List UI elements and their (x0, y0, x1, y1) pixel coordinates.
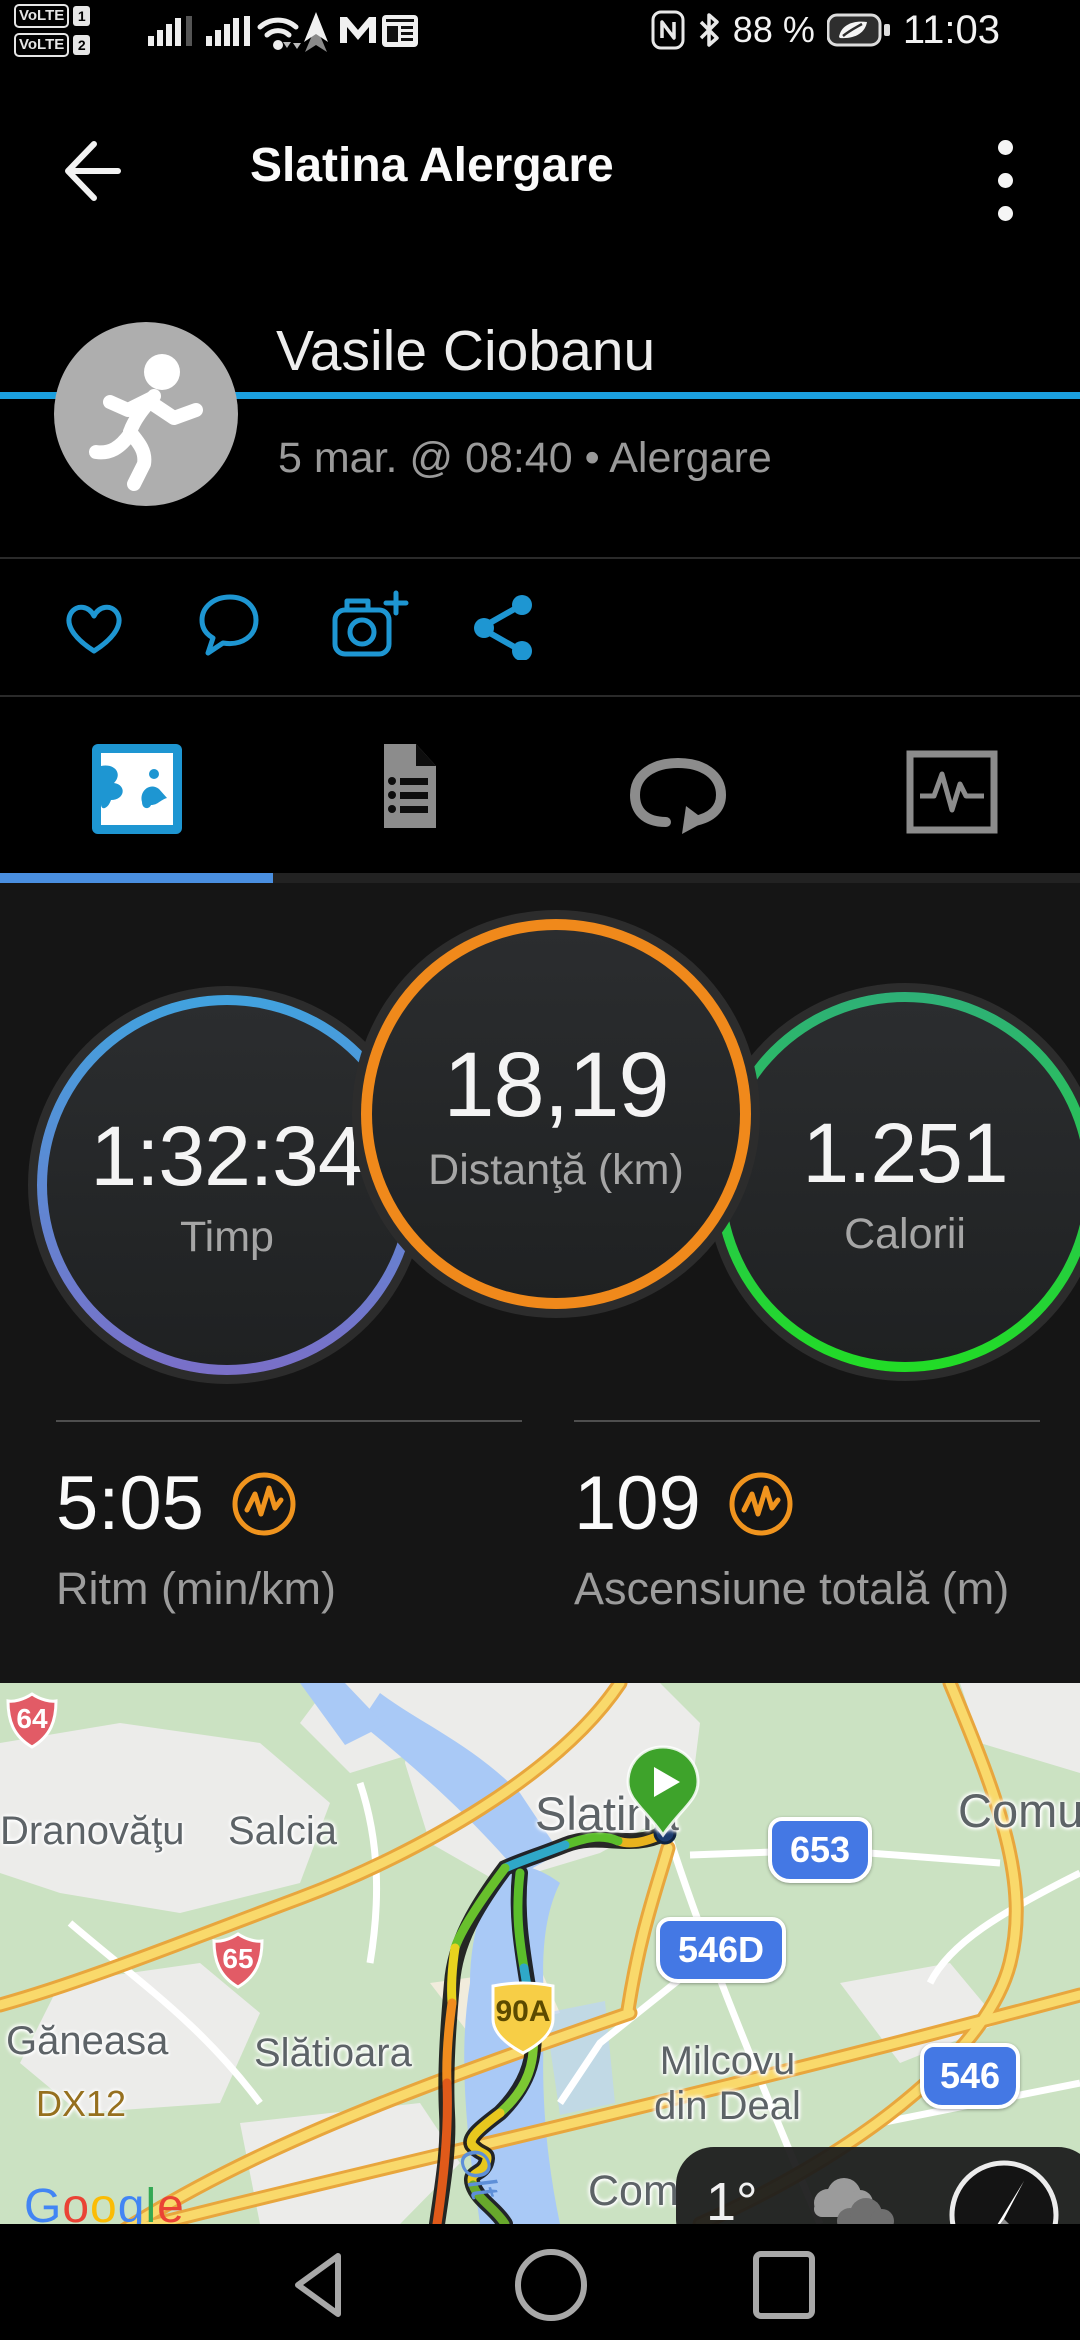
tab-laps-icon[interactable] (630, 750, 730, 836)
map-label-dranovatu: Dranovăţu (0, 1809, 185, 1853)
time-value: 1:32:34 (90, 1109, 364, 1203)
map-canvas (0, 1683, 1080, 2224)
ascent-value: 109 (574, 1461, 701, 1546)
calories-value: 1.251 (802, 1106, 1008, 1200)
road-badge-653: 653 (768, 1817, 872, 1883)
nfc-icon (651, 10, 685, 50)
map-label-com: Com (588, 2167, 679, 2215)
pace-metric: 5:05 Ritm (min/km) (56, 1420, 522, 1615)
pace-gauge-icon (232, 1472, 296, 1535)
tab-indicator-track (273, 873, 1080, 883)
map-label-milcovu: Milcovu din Deal (654, 2039, 801, 2128)
volte-label: VoLTE (14, 33, 70, 57)
weather-card[interactable]: 1° (676, 2147, 1080, 2224)
divider (0, 557, 1080, 559)
distance-value: 18,19 (443, 1034, 669, 1136)
tab-active-indicator (0, 873, 273, 883)
road-badge-65: 65 (212, 1932, 264, 1989)
route-heatline (432, 1828, 670, 2224)
pace-value: 5:05 (56, 1461, 204, 1546)
map-label-slatioara: Slătioara (254, 2031, 412, 2075)
like-heart-icon[interactable] (60, 596, 128, 658)
bluetooth-icon (699, 13, 719, 47)
gmail-icon (340, 17, 376, 43)
clouds-icon (814, 2178, 894, 2224)
volte-sim1-badge: VoLTE 1 (14, 4, 91, 28)
tab-map-icon[interactable] (92, 744, 182, 834)
battery-percent: 88 % (732, 9, 815, 50)
runner-icon (89, 354, 203, 491)
ascent-metric: 109 Ascensiune totală (m) (574, 1420, 1040, 1615)
location-arrow-icon (304, 12, 328, 52)
route-map[interactable]: Dranovăţu Salcia Slatina Comun Găneasa S… (0, 1683, 1080, 2224)
sim1-number: 1 (73, 6, 91, 26)
calories-label: Calorii (844, 1210, 966, 1258)
share-icon[interactable] (472, 594, 536, 660)
header-accent-divider (0, 392, 1080, 399)
map-label-comun: Comun (958, 1784, 1080, 1837)
time-circle: 1:32:34 Timp (37, 995, 417, 1375)
tab-details-icon[interactable] (364, 740, 454, 832)
time-label: Timp (180, 1213, 274, 1261)
divider (0, 695, 1080, 697)
volte-label: VoLTE (14, 4, 70, 28)
android-navigation-bar (0, 2224, 1080, 2340)
route-start-pin[interactable] (616, 1741, 710, 1841)
play-icon (654, 1767, 680, 1797)
tab-charts-icon[interactable] (906, 750, 998, 834)
ascent-label: Ascensiune totală (m) (574, 1563, 1010, 1614)
svg-text:90A: 90A (495, 1995, 550, 2028)
battery-power-saving-icon (826, 13, 890, 47)
signal-strength-icon-sim1 (148, 16, 192, 46)
nav-recents-button[interactable] (750, 2248, 820, 2324)
pace-label: Ritm (min/km) (56, 1563, 336, 1614)
comment-icon[interactable] (196, 592, 262, 658)
road-badge-546: 546 (920, 2043, 1020, 2109)
road-badge-546d: 546D (656, 1917, 786, 1983)
nav-home-button[interactable] (512, 2246, 590, 2324)
overflow-menu-button[interactable] (998, 140, 1014, 239)
wifi-icon (257, 17, 301, 50)
road-badge-64: 64 (6, 1692, 58, 1749)
svg-text:64: 64 (16, 1703, 48, 1734)
google-logo: Google (24, 2180, 185, 2224)
avatar[interactable] (54, 322, 238, 506)
calories-circle: 1.251 Calorii (715, 992, 1080, 1372)
clock-time: 11:03 (902, 7, 1000, 52)
compass-icon (949, 2160, 1059, 2224)
nav-back-button[interactable] (286, 2250, 352, 2320)
temperature: 1° (706, 2172, 758, 2224)
sim2-number: 2 (73, 35, 91, 55)
svg-text:65: 65 (222, 1943, 253, 1974)
road-badge-90a: 90A (491, 1981, 555, 2055)
volte-sim2-badge: VoLTE 2 (14, 33, 91, 57)
activity-datetime: 5 mar. @ 08:40 • Alergare (278, 434, 772, 482)
distance-label: Distanţă (km) (428, 1146, 684, 1194)
distance-circle: 18,19 Distanţă (km) (361, 919, 751, 1309)
map-label-salcia: Salcia (228, 1809, 337, 1853)
map-label-ganeasa: Găneasa (6, 2019, 169, 2063)
calendar-icon (382, 15, 418, 47)
signal-strength-icon-sim2 (206, 16, 250, 46)
ascent-gauge-icon (729, 1472, 793, 1535)
map-label-dx12: DX12 (36, 2083, 127, 2124)
back-arrow-icon[interactable] (58, 138, 126, 204)
page-title: Slatina Alergare (250, 139, 614, 192)
add-photo-icon[interactable] (332, 590, 412, 660)
athlete-name[interactable]: Vasile Ciobanu (276, 319, 656, 383)
